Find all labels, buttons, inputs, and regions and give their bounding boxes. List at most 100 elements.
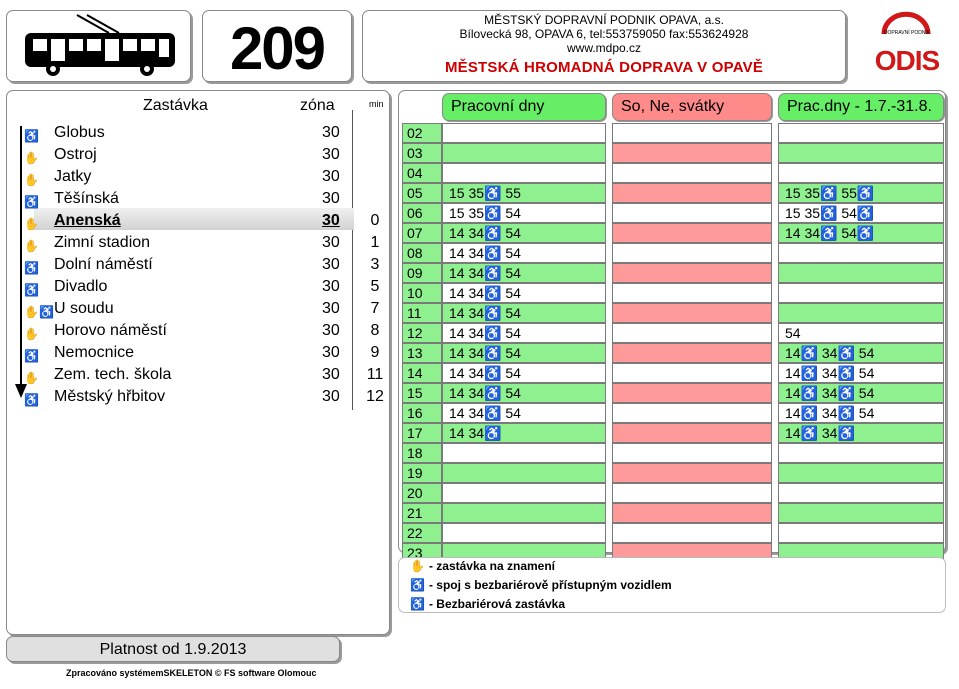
stop-zone: 30 — [322, 278, 340, 295]
summer-cell — [778, 283, 944, 303]
weekend-cell — [612, 363, 772, 383]
stop-minutes: 8 — [370, 322, 380, 339]
stops-header: Zastávka zóna min — [6, 93, 390, 119]
weekend-cell — [612, 143, 772, 163]
hour-cell: 16 — [402, 403, 442, 423]
stop-name: Horovo náměstí — [54, 322, 167, 339]
stop-type-icon: ♿ — [24, 261, 39, 275]
working-days-cell — [442, 143, 606, 163]
stop-type-icon: ♿ — [24, 283, 39, 297]
weekend-cell — [612, 303, 772, 323]
working-days-cell: 14 34♿ 54 — [442, 323, 606, 343]
stop-name: Zem. tech. škola — [54, 366, 172, 383]
stop-row: ✋ Horovo náměstí 30 8 — [18, 320, 392, 342]
stops-panel — [6, 90, 390, 635]
stop-row: ✋ Anenská 30 0 — [18, 210, 392, 232]
trolleybus-picture-box — [6, 10, 191, 82]
hour-cell: 18 — [402, 443, 442, 463]
summer-cell: 15 35♿ 55♿ — [778, 183, 944, 203]
summer-cell — [778, 443, 944, 463]
stop-zone: 30 — [322, 344, 340, 361]
stop-minutes: 12 — [366, 388, 384, 405]
summer-cell — [778, 143, 944, 163]
stop-row: ♿ Divadlo 30 5 — [18, 276, 392, 298]
legend-icon: ♿ — [410, 578, 425, 592]
company-name: MĚSTSKÝ DOPRAVNÍ PODNIK OPAVA, a.s. — [484, 13, 724, 27]
stop-row: ✋ Jatky 30 — [18, 166, 392, 188]
stop-row: ♿ Těšínská 30 — [18, 188, 392, 210]
stop-minutes: 11 — [366, 366, 384, 383]
stop-type-icon: ✋ — [24, 151, 39, 165]
stop-name: Anenská — [54, 212, 121, 229]
working-days-cell: 14 34♿ 54 — [442, 403, 606, 423]
stop-type-icon: ✋ — [24, 327, 39, 341]
stop-row: ✋ Zimní stadion 30 1 — [18, 232, 392, 254]
working-days-cell: 14 34♿ 54 — [442, 243, 606, 263]
validity-text: Platnost od 1.9.2013 — [99, 641, 247, 658]
line-number-box: 209 — [202, 10, 352, 82]
hour-cell: 13 — [402, 343, 442, 363]
stop-name: Nemocnice — [54, 344, 135, 361]
stop-name: Jatky — [54, 168, 92, 185]
weekend-cell — [612, 383, 772, 403]
weekend-cell — [612, 323, 772, 343]
stop-zone: 30 — [322, 190, 340, 207]
summer-cell: 14♿ 34♿ 54 — [778, 343, 944, 363]
summer-header: Prac.dny - 1.7.-31.8. — [778, 93, 944, 121]
summer-cell — [778, 163, 944, 183]
company-info-box: MĚSTSKÝ DOPRAVNÍ PODNIK OPAVA, a.s. Bílo… — [362, 10, 846, 82]
company-web: www.mdpo.cz — [566, 41, 642, 55]
stop-type-icon: ✋♿ — [24, 305, 54, 319]
stop-type-icon: ✋ — [24, 173, 39, 187]
working-days-cell — [442, 463, 606, 483]
legend-text: - zastávka na znamení — [428, 559, 556, 573]
min-column-header: min — [369, 99, 384, 109]
hour-cell: 07 — [402, 223, 442, 243]
working-days-cell — [442, 123, 606, 143]
summer-cell — [778, 463, 944, 483]
hour-cell: 15 — [402, 383, 442, 403]
working-days-cell — [442, 483, 606, 503]
working-days-cell — [442, 503, 606, 523]
subtitle: MĚSTSKÁ HROMADNÁ DOPRAVA V OPAVĚ — [444, 59, 764, 76]
working-days-cell: 15 35♿ 55 — [442, 183, 606, 203]
hour-cell: 10 — [402, 283, 442, 303]
working-days-cell: 14 34♿ — [442, 423, 606, 443]
summer-cell: 14 34♿ 54♿ — [778, 223, 944, 243]
summer-cell — [778, 263, 944, 283]
weekend-cell — [612, 203, 772, 223]
working-days-cell: 14 34♿ 54 — [442, 343, 606, 363]
stop-type-icon: ✋ — [24, 239, 39, 253]
stop-zone: 30 — [322, 146, 340, 163]
hour-cell: 20 — [402, 483, 442, 503]
weekend-cell — [612, 263, 772, 283]
stop-name: Zimní stadion — [54, 234, 151, 251]
weekend-cell — [612, 403, 772, 423]
weekend-cell — [612, 223, 772, 243]
working-days-cell: 15 35♿ 54 — [442, 203, 606, 223]
hour-cell: 06 — [402, 203, 442, 223]
stop-zone: 30 — [322, 322, 340, 339]
hour-cell: 08 — [402, 243, 442, 263]
summer-cell: 15 35♿ 54♿ — [778, 203, 944, 223]
stop-row: ✋ Zem. tech. škola 30 11 — [18, 364, 392, 386]
stop-type-icon: ♿ — [24, 349, 39, 363]
working-days-cell: 14 34♿ 54 — [442, 303, 606, 323]
stop-name: Globus — [54, 124, 105, 141]
stop-row: ♿ Dolní náměstí 30 3 — [18, 254, 392, 276]
hour-cell: 12 — [402, 323, 442, 343]
stop-zone: 30 — [322, 366, 340, 383]
stop-row: ♿ Městský hřbitov 30 12 — [18, 386, 392, 408]
hour-cell: 14 — [402, 363, 442, 383]
stop-name: U soudu — [54, 300, 114, 317]
summer-cell — [778, 503, 944, 523]
stop-zone: 30 — [322, 168, 340, 185]
hour-cell: 22 — [402, 523, 442, 543]
legend-text: - Bezbariérová zastávka — [428, 597, 566, 611]
hour-cell: 02 — [402, 123, 442, 143]
weekend-cell — [612, 163, 772, 183]
stop-zone: 30 — [322, 388, 340, 405]
stop-zone: 30 — [322, 256, 340, 273]
made-by-text: Zpracováno systémemSKELETON © FS softwar… — [66, 668, 317, 678]
working-days-cell: 14 34♿ 54 — [442, 363, 606, 383]
